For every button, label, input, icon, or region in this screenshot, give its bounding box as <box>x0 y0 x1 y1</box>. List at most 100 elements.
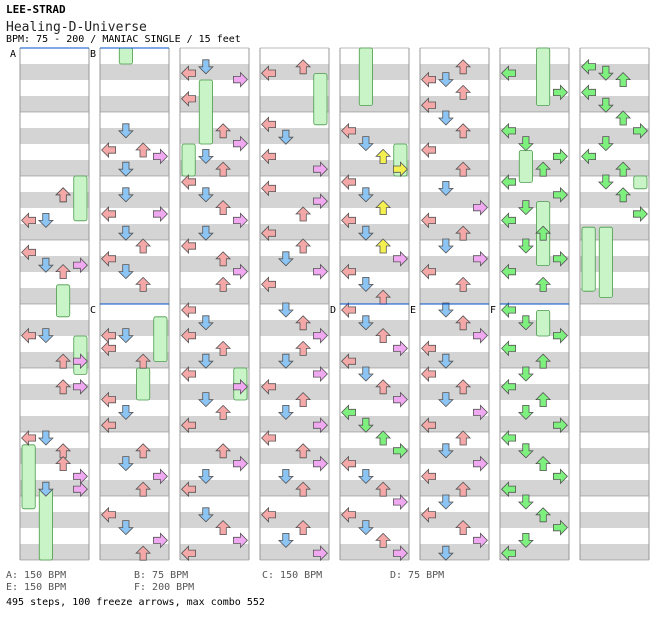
step-arrow <box>152 206 168 222</box>
stripe <box>260 64 329 80</box>
step-arrow <box>181 417 197 434</box>
stripe <box>180 480 249 496</box>
stripe <box>260 416 329 432</box>
step-arrow <box>152 468 168 485</box>
stripe <box>340 160 409 176</box>
stripe <box>20 320 89 336</box>
step-arrow <box>312 545 328 562</box>
step-arrow <box>455 225 472 241</box>
step-arrow <box>295 520 312 535</box>
step-arrow <box>341 263 357 280</box>
stripe <box>100 512 169 528</box>
stripe <box>260 192 329 208</box>
step-arrow <box>295 392 312 408</box>
step-arrow <box>197 507 214 523</box>
step-arrow <box>261 180 277 197</box>
freeze-arrow <box>633 175 648 190</box>
step-arrow <box>455 315 472 331</box>
stripe <box>420 96 489 112</box>
stripe <box>100 352 169 368</box>
step-arrow <box>421 417 437 434</box>
stripe <box>500 288 569 304</box>
step-arrow <box>261 116 277 133</box>
stripe <box>500 160 569 176</box>
step-arrow <box>261 225 277 242</box>
step-arrow <box>357 225 374 241</box>
stripe <box>420 192 489 208</box>
freeze-arrow <box>21 444 36 510</box>
section-marker-c: C <box>90 305 96 316</box>
step-arrow <box>553 148 568 165</box>
stripe <box>340 192 409 208</box>
stripe <box>180 352 249 368</box>
freeze-arrow <box>518 149 533 183</box>
step-arrow <box>101 142 116 158</box>
step-arrow <box>375 532 392 548</box>
stripe <box>340 128 409 144</box>
step-arrow <box>517 366 534 382</box>
step-arrow <box>421 97 437 114</box>
stripe <box>180 160 249 176</box>
step-arrow <box>21 244 36 261</box>
step-arrow <box>197 187 214 203</box>
stripe <box>100 64 169 80</box>
stripe <box>420 320 489 336</box>
step-arrow <box>421 340 437 357</box>
step-arrow <box>357 417 374 433</box>
stripe <box>580 224 649 240</box>
step-arrow <box>472 327 488 344</box>
stripe <box>260 512 329 528</box>
step-arrow <box>597 136 614 152</box>
step-arrow <box>101 417 116 434</box>
stripe <box>260 480 329 496</box>
step-arrow <box>232 263 248 280</box>
stripe <box>500 448 569 464</box>
step-arrow <box>232 532 248 549</box>
step-arrow <box>517 533 534 548</box>
step-arrow <box>215 276 232 292</box>
step-arrow <box>535 507 552 523</box>
stripe <box>260 96 329 112</box>
step-arrow <box>375 481 392 497</box>
step-arrow <box>615 72 632 87</box>
step-arrow <box>232 135 248 152</box>
step-arrow <box>55 187 72 203</box>
stripe <box>340 256 409 272</box>
step-arrow <box>55 353 72 369</box>
stripe <box>500 384 569 400</box>
stripe <box>20 224 89 240</box>
step-arrow <box>455 481 472 497</box>
step-arrow <box>135 238 152 254</box>
stripe <box>500 128 569 144</box>
bpm-label-d: D: 75 BPM <box>390 570 445 581</box>
step-arrow <box>101 340 116 357</box>
step-arrow <box>375 379 392 395</box>
step-arrow <box>437 180 454 196</box>
step-arrow <box>421 506 437 523</box>
step-arrow <box>553 468 568 485</box>
stripe <box>260 544 329 560</box>
stripe <box>500 544 569 560</box>
freeze-arrow <box>536 309 551 337</box>
stripe <box>100 480 169 496</box>
stripe <box>500 192 569 208</box>
section-marker-d: D <box>330 305 336 316</box>
step-arrow <box>261 378 277 395</box>
stripe <box>260 320 329 336</box>
stripe <box>340 416 409 432</box>
stripe <box>580 416 649 432</box>
stripe <box>100 416 169 432</box>
step-arrow <box>455 520 472 535</box>
freeze-arrow <box>536 47 551 106</box>
step-arrow <box>553 250 568 267</box>
step-arrow <box>455 123 472 139</box>
step-arrow <box>73 378 88 395</box>
step-arrow <box>261 148 277 165</box>
step-arrow <box>117 161 134 177</box>
step-arrow <box>392 442 408 459</box>
stripe <box>580 192 649 208</box>
song-title: Healing-D-Universe <box>6 20 147 35</box>
step-arrow <box>232 71 248 88</box>
step-arrow <box>295 340 312 356</box>
step-arrow <box>215 520 232 535</box>
